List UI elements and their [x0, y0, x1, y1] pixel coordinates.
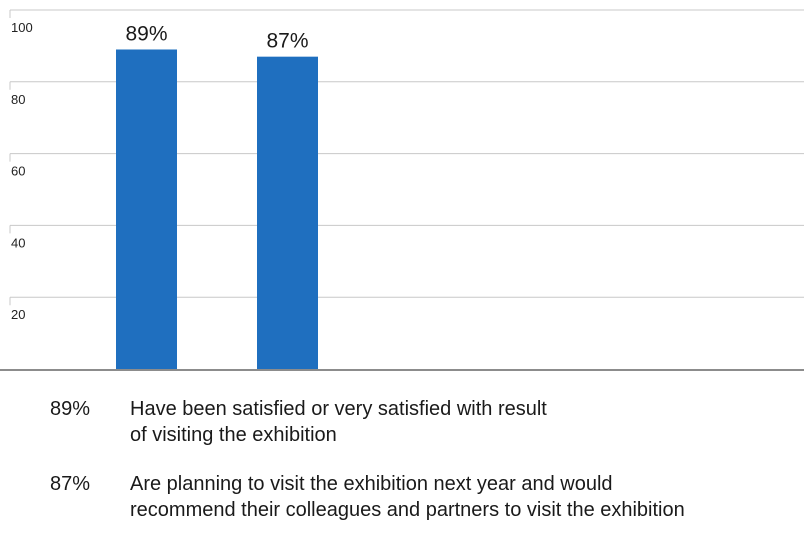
legend-item-2: 87% Are planning to visit the exhibition… — [0, 463, 804, 538]
legend-item-1-line-1: Have been satisfied or very satisfied wi… — [130, 398, 547, 420]
legend-item-1-value: 89% — [50, 398, 91, 420]
bar-2 — [257, 56, 318, 370]
y-tick-label-80: 80 — [11, 92, 25, 107]
legend-item-2-value: 87% — [50, 473, 91, 495]
chart-svg: 20 40 60 80 100 89% 87% — [0, 9, 804, 371]
chart-legend: 89% Have been satisfied or very satisfie… — [0, 388, 804, 538]
legend-item-2-line-2: recommend their colleagues and partners … — [130, 499, 685, 521]
data-label-1: 89% — [125, 22, 167, 45]
bar-1 — [116, 49, 177, 370]
y-tick-label-20: 20 — [11, 307, 25, 322]
y-tick-label-100: 100 — [11, 20, 33, 35]
y-tick-label-40: 40 — [11, 235, 25, 250]
legend-item-1-line-2: of visiting the exhibition — [130, 424, 337, 446]
legend-item-1: 89% Have been satisfied or very satisfie… — [0, 388, 804, 463]
y-tick-label-60: 60 — [11, 164, 25, 179]
legend-item-2-line-1: Are planning to visit the exhibition nex… — [130, 473, 613, 495]
legend-item-2-text: Are planning to visit the exhibition nex… — [130, 471, 790, 523]
legend-item-1-text: Have been satisfied or very satisfied wi… — [130, 396, 790, 448]
data-label-2: 87% — [266, 30, 308, 53]
bar-chart: 20 40 60 80 100 89% 87% — [0, 9, 804, 371]
